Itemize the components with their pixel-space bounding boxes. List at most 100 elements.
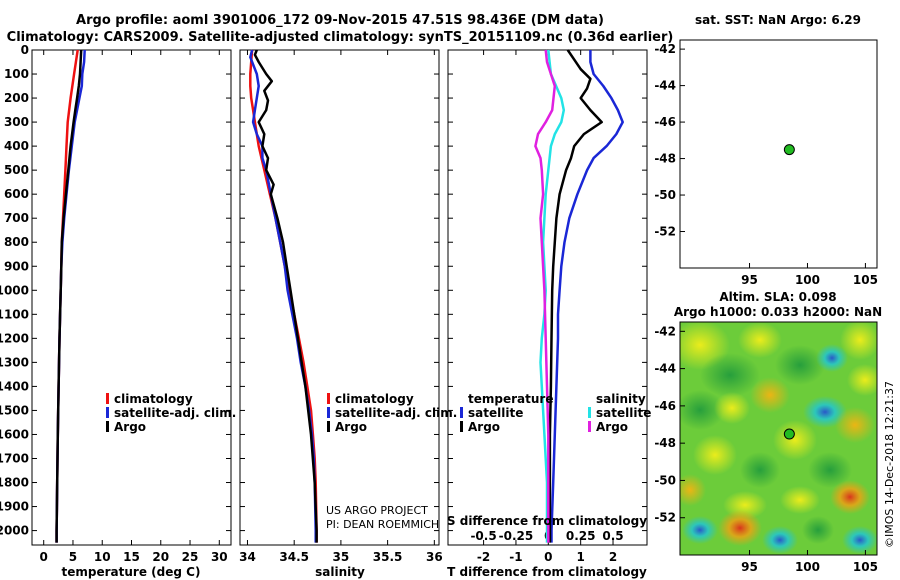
- sla-field-patch: [835, 407, 875, 443]
- map-y-tick-label: -42: [654, 42, 676, 56]
- map-y-tick-label: -42: [654, 324, 676, 338]
- legend-label-climatology: climatology: [114, 392, 193, 406]
- map-y-tick-label: -52: [654, 511, 676, 525]
- x-tick-label: 1: [576, 550, 584, 564]
- y-tick-label: 100: [4, 67, 29, 81]
- legend-label-s-satellite: satellite: [596, 406, 651, 420]
- s-tick-label: 0.5: [602, 529, 623, 543]
- x-tick-label: 20: [152, 550, 169, 564]
- map-x-tick-label: 105: [853, 273, 878, 287]
- title-line-1: Argo profile: aoml 3901006_172 09-Nov-20…: [76, 13, 604, 28]
- temperature-xlabel: temperature (deg C): [62, 565, 201, 579]
- salinity-plot-frame: [239, 49, 440, 546]
- sla-field-patch: [762, 526, 798, 554]
- legend-label-satellite: satellite-adj. clim.: [335, 406, 457, 420]
- map-y-tick-label: -46: [654, 399, 676, 413]
- credit-pi: PI: DEAN ROEMMICH: [326, 518, 439, 531]
- sla-field-patch: [808, 452, 852, 488]
- legend-swatch-argo: [327, 421, 330, 432]
- salinity-series: [249, 49, 318, 543]
- legend-swatch-argo: [106, 421, 109, 432]
- map-y-tick-label: -46: [654, 115, 676, 129]
- x-tick-label: 2: [609, 550, 617, 564]
- x-tick-label: 36: [426, 550, 443, 564]
- series-line-t-argo: [548, 49, 603, 543]
- sla-field-patch: [682, 516, 718, 544]
- sla-field-patch: [693, 435, 737, 475]
- x-tick-label: -1: [509, 550, 522, 564]
- y-tick-label: 1500: [0, 403, 29, 417]
- sla-field-patch: [847, 364, 877, 396]
- timestamp-credit: ©IMOS 14-Dec-2018 12:21:37: [883, 381, 896, 548]
- y-tick-label: 1100: [0, 307, 29, 321]
- legend-swatch-t-argo: [460, 421, 463, 432]
- sst-map-ticks: 95 100 105 -42 -44 -46 -48 -50 -52: [654, 42, 878, 287]
- difference-s-label: S difference from climatology: [447, 514, 647, 528]
- x-tick-label: 30: [211, 550, 228, 564]
- difference-series: [534, 49, 624, 543]
- x-tick-label: 34.5: [279, 550, 309, 564]
- legend-title-salinity: salinity: [596, 392, 646, 406]
- y-tick-label: 500: [4, 163, 29, 177]
- legend-swatch-t-satellite: [460, 407, 463, 418]
- difference-xlabel: T difference from climatology: [447, 565, 647, 579]
- y-tick-label: 900: [4, 259, 29, 273]
- map-x-tick-label: 95: [741, 273, 758, 287]
- map-x-tick-label: 95: [741, 560, 758, 574]
- credit-project: US ARGO PROJECT: [326, 504, 428, 517]
- legend-label-argo: Argo: [114, 420, 146, 434]
- temperature-legend: climatology satellite-adj. clim. Argo: [106, 392, 236, 434]
- map-y-tick-label: -50: [654, 188, 676, 202]
- legend-label-s-argo: Argo: [596, 420, 628, 434]
- map-y-tick-label: -52: [654, 225, 676, 239]
- legend-swatch-s-argo: [588, 421, 591, 432]
- y-tick-label: 1700: [0, 451, 29, 465]
- sla-field-patch: [780, 486, 820, 514]
- sla-field-patch: [842, 526, 877, 554]
- map-x-tick-label: 100: [795, 273, 820, 287]
- title-line-2: Climatology: CARS2009. Satellite-adjuste…: [7, 30, 674, 45]
- map-y-tick-label: -44: [654, 362, 676, 376]
- legend-label-climatology: climatology: [335, 392, 414, 406]
- map-x-tick-label: 100: [795, 560, 820, 574]
- y-tick-label: 700: [4, 211, 29, 225]
- sla-field-patch: [775, 345, 825, 385]
- sla-field-patch: [773, 420, 817, 460]
- sla-field-patch: [718, 510, 762, 546]
- sla-field-patch: [802, 516, 834, 544]
- sla-field-patch: [680, 474, 706, 506]
- sst-map-title: sat. SST: NaN Argo: 6.29: [695, 13, 861, 27]
- legend-swatch-satellite: [106, 407, 109, 418]
- map-y-tick-label: -48: [654, 152, 676, 166]
- s-tick-label: -0.25: [499, 529, 534, 543]
- x-tick-label: 35.5: [373, 550, 403, 564]
- s-tick-label: 0.25: [566, 529, 596, 543]
- temperature-series: [55, 49, 86, 543]
- axis-ticks: 0100200300400500600700800900100011001200…: [0, 43, 647, 564]
- map-x-tick-label: 105: [853, 560, 878, 574]
- x-tick-label: 25: [182, 550, 199, 564]
- legend-swatch-climatology: [327, 393, 330, 404]
- map-y-tick-label: -50: [654, 473, 676, 487]
- legend-label-t-argo: Argo: [468, 420, 500, 434]
- y-tick-label: 300: [4, 115, 29, 129]
- legend-label-argo: Argo: [335, 420, 367, 434]
- sla-heatmap: [680, 322, 877, 555]
- legend-swatch-satellite: [327, 407, 330, 418]
- sla-field-patch: [714, 392, 750, 424]
- sla-field-patch: [750, 377, 790, 413]
- series-line-t-satellite: [550, 50, 624, 543]
- sla-map-argo-location: [783, 428, 795, 440]
- y-tick-label: 1900: [0, 500, 29, 514]
- y-tick-label: 1200: [0, 331, 29, 345]
- y-tick-label: 2000: [0, 524, 29, 538]
- x-tick-label: 15: [123, 550, 140, 564]
- x-tick-label: 34: [239, 550, 256, 564]
- difference-plot-frame: [447, 49, 648, 546]
- sst-map-argo-location: [783, 144, 795, 156]
- sla-field-patch: [740, 452, 780, 488]
- legend-title-temperature: temperature: [468, 392, 553, 406]
- sst-map-frame: [679, 39, 878, 269]
- legend-label-t-satellite: satellite: [468, 406, 523, 420]
